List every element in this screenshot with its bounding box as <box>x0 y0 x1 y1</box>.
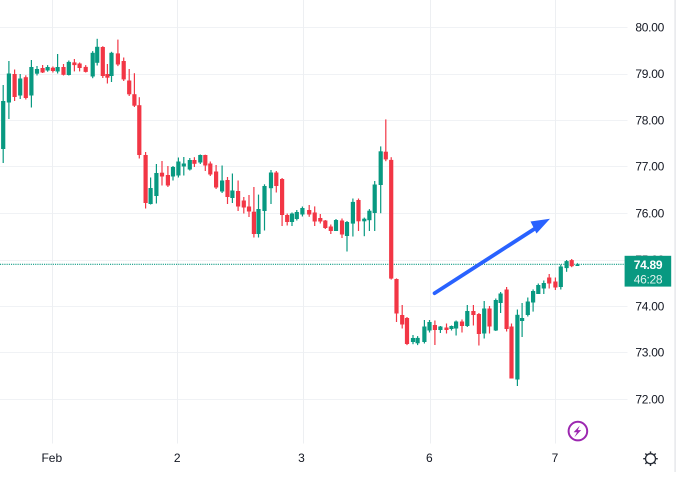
svg-text:80.00: 80.00 <box>635 20 664 34</box>
svg-text:Feb: Feb <box>41 451 62 465</box>
svg-text:72.00: 72.00 <box>635 392 664 406</box>
svg-text:3: 3 <box>298 451 305 465</box>
svg-text:73.00: 73.00 <box>635 346 664 360</box>
svg-text:6: 6 <box>426 451 433 465</box>
svg-text:46:28: 46:28 <box>634 272 663 286</box>
svg-text:77.00: 77.00 <box>635 160 664 174</box>
svg-text:7: 7 <box>552 451 559 465</box>
svg-text:79.00: 79.00 <box>635 67 664 81</box>
svg-text:74.89: 74.89 <box>634 258 663 272</box>
svg-text:76.00: 76.00 <box>635 206 664 220</box>
svg-text:2: 2 <box>174 451 181 465</box>
svg-text:78.00: 78.00 <box>635 113 664 127</box>
svg-text:74.00: 74.00 <box>635 300 664 314</box>
